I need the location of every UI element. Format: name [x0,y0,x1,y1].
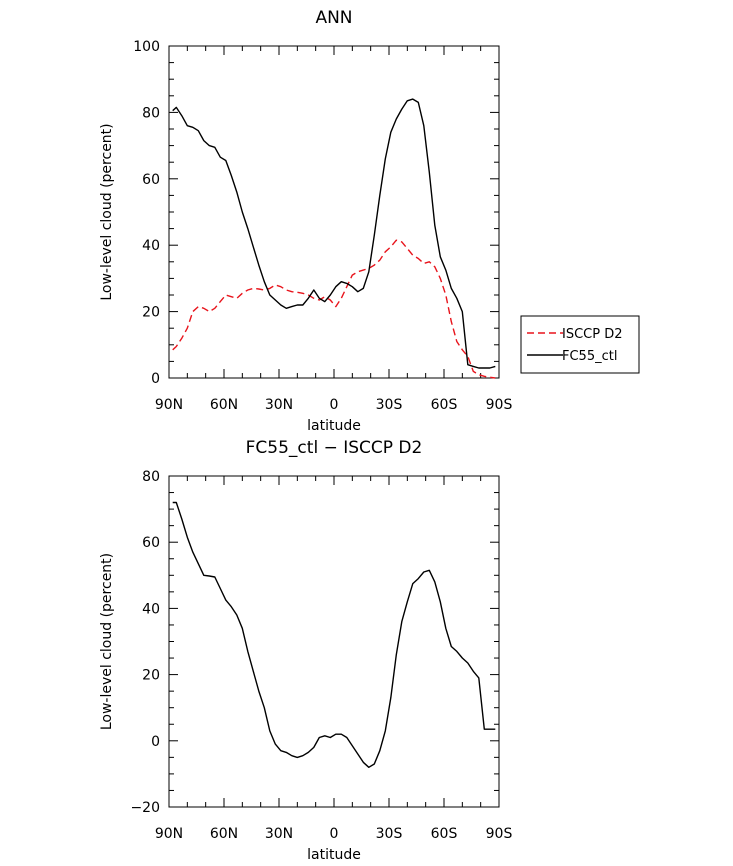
y-tick-label: −20 [130,800,160,816]
x-tick-label: 30N [265,826,293,842]
y-tick-label: 100 [133,39,160,55]
x-tick-label: 60S [431,826,458,842]
plot-frame [168,45,500,379]
x-tick-label: 90N [155,826,183,842]
x-tick-label: 30N [265,397,293,413]
legend-box [520,315,640,374]
x-tick-label: 60S [431,397,458,413]
y-tick-label: 0 [151,734,160,750]
y-tick-label: 0 [151,371,160,387]
chart-title: FC55_ctl − ISCCP D2 [246,438,423,458]
y-axis-label: Low-level cloud (percent) [99,123,115,300]
y-tick-label: 80 [142,469,160,485]
x-tick-label: 30S [376,397,403,413]
x-tick-label: 90S [486,397,513,413]
x-axis-label: latitude [307,847,361,863]
x-axis-label: latitude [307,418,361,434]
series-line-fc55-ctl [172,98,496,369]
x-tick-label: 0 [330,826,339,842]
legend-entry: ISCCP D2 [562,327,623,342]
y-tick-label: 20 [142,305,160,321]
legend: ISCCP D2 FC55_ctl [520,315,640,374]
chart-panel-1: ANN 90N 60N 30N 0 30S 60S 90S 0 20 40 60 80 100 latitu… [99,8,640,434]
chart-panel-2: FC55_ctl − ISCCP D2 90N 60N 30N 0 30S 60S 90S −2… [99,438,512,863]
x-tick-label: 60N [210,826,238,842]
y-tick-label: 60 [142,535,160,551]
y-tick-label: 60 [142,172,160,188]
series-line-isccp-d2 [172,239,496,379]
x-tick-label: 90N [155,397,183,413]
y-tick-label: 80 [142,105,160,121]
y-tick-label: 40 [142,601,160,617]
chart-title: ANN [315,8,352,28]
x-tick-label: 90S [486,826,513,842]
y-axis-label: Low-level cloud (percent) [99,553,115,730]
legend-entry: FC55_ctl [562,349,617,364]
series-line-difference [172,501,496,768]
x-tick-label: 30S [376,826,403,842]
y-tick-label: 20 [142,668,160,684]
x-tick-label: 0 [330,397,339,413]
x-tick-label: 60N [210,397,238,413]
y-tick-label: 40 [142,238,160,254]
